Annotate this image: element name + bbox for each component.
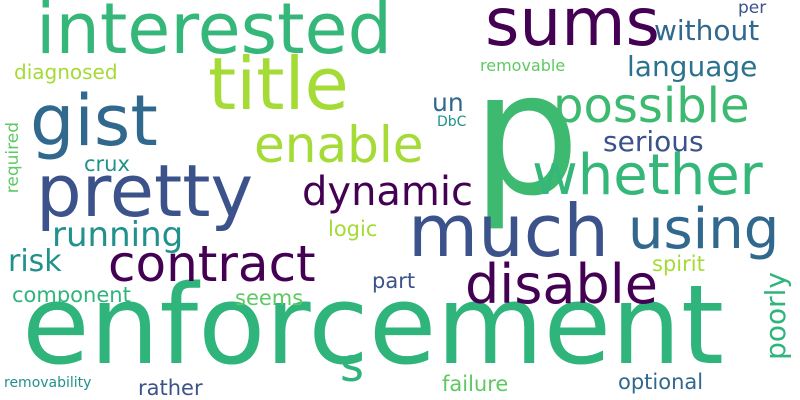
- word-enforcement: enforcement: [22, 261, 725, 389]
- word-much: much: [408, 189, 609, 273]
- word-diagnosed: diagnosed: [14, 60, 118, 84]
- word-dynamic: dynamic: [302, 169, 473, 215]
- word-contract: contract: [108, 235, 316, 293]
- word-dbc: DbC: [437, 114, 467, 130]
- word-interested: interested: [36, 0, 393, 70]
- word-without: without: [654, 14, 760, 47]
- word-failure: failure: [442, 372, 509, 396]
- word-rather: rather: [138, 376, 203, 400]
- word-p: p: [472, 36, 580, 234]
- word-poorly: poorly: [759, 272, 792, 360]
- word-required: required: [3, 122, 23, 194]
- word-enable: enable: [254, 116, 424, 174]
- word-seems: seems: [235, 286, 304, 310]
- word-part: part: [372, 269, 416, 293]
- word-logic: logic: [328, 217, 378, 241]
- word-per: per: [738, 0, 767, 18]
- word-s: s: [340, 338, 364, 392]
- word-using: using: [628, 197, 780, 262]
- word-un: un: [432, 88, 464, 117]
- word-gist: gist: [30, 80, 158, 162]
- word-removability: removability: [4, 375, 92, 391]
- word-disable: disable: [465, 253, 659, 316]
- word-risk: risk: [8, 244, 62, 279]
- word-whether: whether: [532, 143, 763, 208]
- word-sums: sums: [485, 0, 660, 61]
- word-running: running: [52, 215, 184, 255]
- word-title: title: [208, 42, 349, 126]
- word-component: component: [12, 283, 131, 307]
- word-language: language: [627, 50, 758, 83]
- word-removable: removable: [480, 56, 566, 75]
- word-possible: possible: [553, 78, 750, 134]
- word-crux: crux: [84, 152, 130, 176]
- word-spirit: spirit: [652, 252, 705, 276]
- word-optional: optional: [618, 370, 704, 394]
- word-serious: serious: [603, 125, 704, 158]
- word-pretty: pretty: [36, 149, 254, 233]
